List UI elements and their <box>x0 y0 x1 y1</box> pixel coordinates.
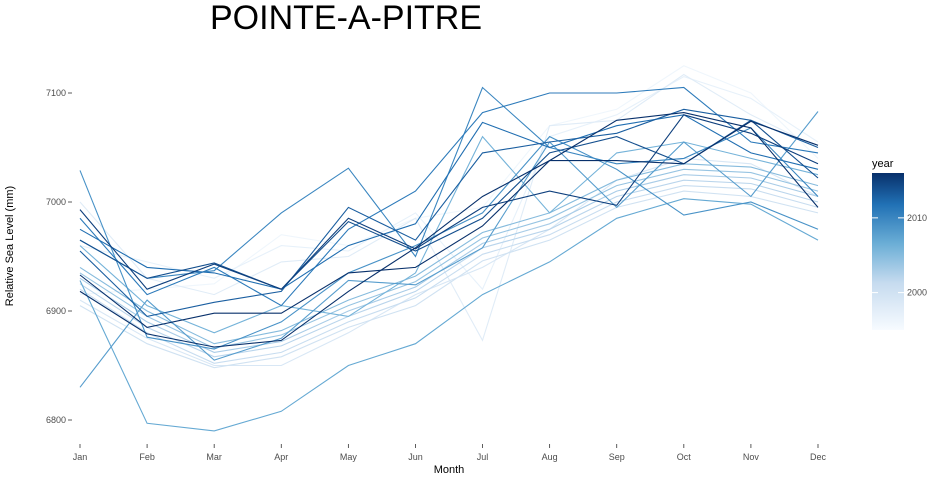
series-line-2005 <box>79 163 819 345</box>
y-tick-label: 7000 <box>46 197 66 207</box>
x-tick-label: Nov <box>743 452 760 462</box>
series-line-1997 <box>79 76 819 291</box>
x-tick-label: May <box>340 452 358 462</box>
y-axis-title: Relative Sea Level (mm) <box>4 186 16 306</box>
chart-title: POINTE-A-PITRE <box>210 0 482 37</box>
x-tick-label: Jan <box>73 452 88 462</box>
series-line-2009 <box>79 135 819 350</box>
x-tick-label: Mar <box>206 452 222 462</box>
series-line-2013 <box>79 108 819 317</box>
x-axis: Jan Feb Mar Apr May Jun Jul Aug Sep Oct Nov Dec <box>73 444 827 462</box>
series-line-2008 <box>79 111 819 388</box>
x-tick-label: Jul <box>477 452 489 462</box>
series-line-2017 <box>79 120 819 348</box>
x-tick-label: Apr <box>274 452 288 462</box>
series-line-1998 <box>79 73 819 342</box>
series-line-2015 <box>79 114 819 290</box>
series-line-2006 <box>79 135 819 334</box>
y-tick-label: 6800 <box>46 415 66 425</box>
x-tick-label: Feb <box>139 452 155 462</box>
legend-tick-label: 2010 <box>907 213 927 223</box>
series-line-2001 <box>79 185 819 364</box>
x-tick-label: Sep <box>609 452 625 462</box>
x-tick-label: Aug <box>542 452 558 462</box>
x-axis-title: Month <box>434 464 465 476</box>
legend-title: year <box>872 158 894 170</box>
series-line-1996 <box>79 65 819 296</box>
series-line-2016 <box>79 112 819 328</box>
x-tick-label: Oct <box>677 452 692 462</box>
series-line-1999 <box>79 157 819 367</box>
series-line-2002 <box>79 179 819 358</box>
series-line-2000 <box>79 190 819 369</box>
x-tick-label: Dec <box>810 452 827 462</box>
series-lines <box>79 65 819 432</box>
legend-colorbar <box>872 173 904 330</box>
series-line-2003 <box>79 174 819 353</box>
legend-tick-label: 2000 <box>907 288 927 298</box>
series-line-2010 <box>79 86 819 279</box>
x-tick-label: Jun <box>408 452 423 462</box>
legend-ticks: 2000 2010 <box>872 213 927 298</box>
series-line-2007 <box>79 198 819 432</box>
y-axis: 6800 6900 7000 7100 <box>46 88 72 425</box>
series-line-2004 <box>79 168 819 349</box>
series-line-2012 <box>79 114 819 290</box>
legend: year 2000 2010 <box>872 158 927 330</box>
y-tick-label: 6900 <box>46 306 66 316</box>
y-tick-label: 7100 <box>46 88 66 98</box>
